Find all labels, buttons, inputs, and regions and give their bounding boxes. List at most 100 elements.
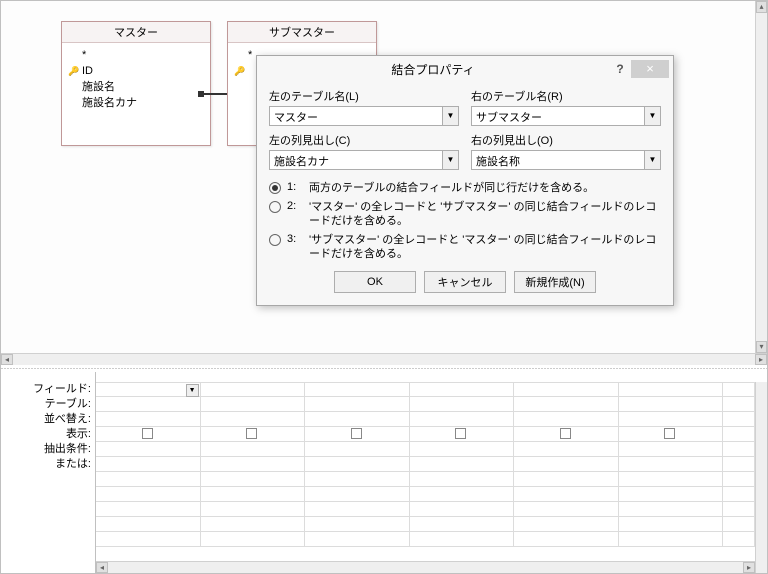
- join-option[interactable]: 1:両方のテーブルの結合フィールドが同じ行だけを含める。: [269, 181, 661, 195]
- grid-cell[interactable]: [96, 412, 201, 426]
- grid-cell[interactable]: [201, 383, 306, 396]
- pane-splitter[interactable]: [1, 365, 767, 372]
- join-option[interactable]: 2:'マスター' の全レコードと 'サブマスター' の同じ結合フィールドのレコー…: [269, 200, 661, 228]
- grid-cell[interactable]: [201, 397, 306, 411]
- grid-cell[interactable]: [305, 412, 410, 426]
- ok-button[interactable]: OK: [334, 271, 416, 293]
- grid-cell[interactable]: [619, 517, 724, 531]
- grid-cell[interactable]: ▼: [96, 383, 201, 396]
- grid-cell[interactable]: [723, 412, 755, 426]
- grid-cell[interactable]: [305, 383, 410, 396]
- grid-cell[interactable]: [514, 502, 619, 516]
- grid-cell[interactable]: [96, 532, 201, 546]
- field-row[interactable]: 🔑ID: [68, 63, 204, 79]
- close-icon[interactable]: ×: [631, 60, 669, 78]
- grid-cell[interactable]: [96, 457, 201, 471]
- grid-cell[interactable]: [619, 532, 724, 546]
- chevron-down-icon[interactable]: ▼: [442, 107, 458, 125]
- grid-cell[interactable]: [619, 457, 724, 471]
- grid-cell[interactable]: [619, 427, 724, 441]
- grid-cell[interactable]: [514, 517, 619, 531]
- scroll-right-icon[interactable]: ▸: [743, 562, 755, 573]
- grid-cell[interactable]: [723, 383, 755, 396]
- grid-cell[interactable]: [514, 457, 619, 471]
- new-button[interactable]: 新規作成(N): [514, 271, 596, 293]
- dialog-titlebar[interactable]: 結合プロパティ ? ×: [257, 56, 673, 82]
- scroll-down-icon[interactable]: ▾: [756, 341, 767, 353]
- grid-cell[interactable]: [305, 472, 410, 486]
- grid-cell[interactable]: [201, 412, 306, 426]
- grid-cell[interactable]: [619, 472, 724, 486]
- scroll-left-icon[interactable]: ◂: [1, 354, 13, 365]
- chevron-down-icon[interactable]: ▼: [442, 151, 458, 169]
- help-icon[interactable]: ?: [609, 62, 631, 76]
- grid-cell[interactable]: [619, 412, 724, 426]
- grid-body[interactable]: ▼ ◂ ▸: [95, 372, 767, 573]
- right-column-combo[interactable]: 施設名称 ▼: [471, 150, 661, 170]
- table-box-master[interactable]: マスター *🔑ID施設名施設名カナ: [61, 21, 211, 146]
- grid-cell[interactable]: [410, 532, 515, 546]
- grid-cell[interactable]: [410, 412, 515, 426]
- grid-cell[interactable]: [514, 532, 619, 546]
- grid-horizontal-scrollbar[interactable]: ◂ ▸: [96, 561, 755, 573]
- grid-cell[interactable]: [514, 383, 619, 396]
- grid-cell[interactable]: [410, 502, 515, 516]
- grid-cell[interactable]: [201, 517, 306, 531]
- show-checkbox[interactable]: [351, 428, 362, 439]
- grid-cell[interactable]: [305, 442, 410, 456]
- grid-cell[interactable]: [514, 472, 619, 486]
- show-checkbox[interactable]: [246, 428, 257, 439]
- grid-cell[interactable]: [305, 517, 410, 531]
- scroll-track[interactable]: [13, 354, 755, 365]
- grid-cell[interactable]: [723, 442, 755, 456]
- scroll-track[interactable]: [108, 562, 743, 573]
- grid-cell[interactable]: [723, 487, 755, 501]
- grid-cell[interactable]: [96, 502, 201, 516]
- grid-cell[interactable]: [305, 457, 410, 471]
- grid-cell[interactable]: [96, 517, 201, 531]
- grid-cell[interactable]: [201, 532, 306, 546]
- grid-cell[interactable]: [201, 502, 306, 516]
- radio-icon[interactable]: [269, 201, 281, 213]
- grid-cell[interactable]: [305, 487, 410, 501]
- grid-cell[interactable]: [514, 442, 619, 456]
- scroll-up-icon[interactable]: ▴: [756, 1, 767, 13]
- grid-cell[interactable]: [619, 383, 724, 396]
- grid-cell[interactable]: [619, 502, 724, 516]
- left-table-combo[interactable]: マスター ▼: [269, 106, 459, 126]
- grid-cell[interactable]: [201, 472, 306, 486]
- grid-cell[interactable]: [619, 487, 724, 501]
- grid-cell[interactable]: [201, 427, 306, 441]
- grid-cell[interactable]: [410, 397, 515, 411]
- show-checkbox[interactable]: [560, 428, 571, 439]
- relationship-canvas[interactable]: マスター *🔑ID施設名施設名カナ サブマスター *🔑 結合プロパティ ? × …: [1, 1, 755, 353]
- grid-cell[interactable]: [201, 442, 306, 456]
- show-checkbox[interactable]: [664, 428, 675, 439]
- chevron-down-icon[interactable]: ▼: [644, 151, 660, 169]
- grid-cell[interactable]: [305, 397, 410, 411]
- grid-cell[interactable]: [723, 397, 755, 411]
- grid-cell[interactable]: [723, 532, 755, 546]
- join-option[interactable]: 3:'サブマスター' の全レコードと 'マスター' の同じ結合フィールドのレコー…: [269, 233, 661, 261]
- grid-cell[interactable]: [96, 397, 201, 411]
- grid-cell[interactable]: [723, 427, 755, 441]
- radio-icon[interactable]: [269, 234, 281, 246]
- radio-icon[interactable]: [269, 182, 281, 194]
- scroll-left-icon[interactable]: ◂: [96, 562, 108, 573]
- grid-cell[interactable]: [96, 442, 201, 456]
- grid-cell[interactable]: [619, 397, 724, 411]
- grid-cell[interactable]: [619, 442, 724, 456]
- left-column-combo[interactable]: 施設名カナ ▼: [269, 150, 459, 170]
- right-table-combo[interactable]: サブマスター ▼: [471, 106, 661, 126]
- grid-cell[interactable]: [514, 487, 619, 501]
- show-checkbox[interactable]: [142, 428, 153, 439]
- grid-cell[interactable]: [305, 502, 410, 516]
- field-row[interactable]: *: [68, 47, 204, 63]
- chevron-down-icon[interactable]: ▼: [186, 384, 199, 397]
- field-row[interactable]: 施設名: [68, 79, 204, 95]
- scroll-right-icon[interactable]: ▸: [755, 354, 767, 365]
- grid-cell[interactable]: [723, 502, 755, 516]
- field-row[interactable]: 施設名カナ: [68, 95, 204, 111]
- grid-cell[interactable]: [410, 517, 515, 531]
- grid-cell[interactable]: [723, 472, 755, 486]
